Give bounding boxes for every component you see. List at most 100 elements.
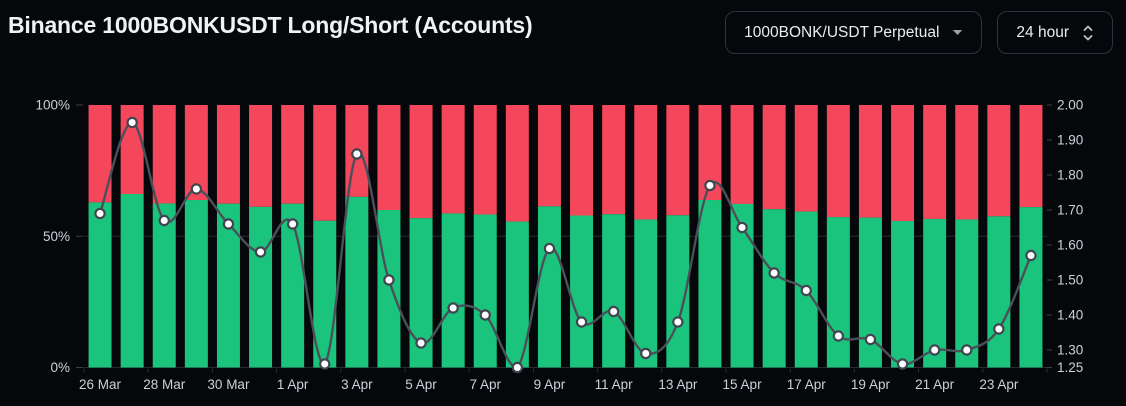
long-bar-segment[interactable] (955, 219, 979, 368)
interval-selector[interactable]: 24 hour (997, 11, 1113, 54)
right-axis-label: 1.40 (1057, 308, 1083, 323)
short-bar-segment[interactable] (88, 105, 112, 203)
long-bar-segment[interactable] (666, 215, 690, 368)
x-axis-label: 7 Apr (469, 377, 501, 392)
ratio-line-marker[interactable] (126, 116, 138, 129)
ratio-line-marker[interactable] (736, 221, 748, 234)
short-bar-segment[interactable] (537, 105, 561, 207)
ratio-line-marker[interactable] (351, 148, 363, 160)
short-bar-segment[interactable] (216, 105, 240, 204)
x-axis-label: 5 Apr (405, 377, 437, 392)
short-bar-segment[interactable] (987, 105, 1011, 217)
ratio-line-marker[interactable] (286, 218, 299, 230)
long-bar-segment[interactable] (120, 193, 144, 368)
ratio-line-marker[interactable] (800, 284, 812, 297)
ratio-line-marker[interactable] (511, 361, 524, 374)
long-bar-segment[interactable] (441, 213, 465, 368)
ratio-line-marker[interactable] (832, 330, 845, 342)
ratio-line-marker[interactable] (607, 305, 620, 318)
ratio-line-marker[interactable] (961, 344, 973, 356)
short-bar-segment[interactable] (923, 105, 947, 219)
short-bar-segment[interactable] (441, 105, 465, 214)
short-bar-segment[interactable] (730, 105, 754, 204)
long-bar-segment[interactable] (473, 214, 497, 368)
short-bar-segment[interactable] (152, 105, 176, 204)
ratio-line-marker[interactable] (864, 333, 877, 346)
pair-selector[interactable]: 1000BONK/USDT Perpetual (725, 11, 983, 54)
right-axis-label: 1.25 (1057, 360, 1083, 375)
long-bar-segment[interactable] (858, 217, 882, 368)
ratio-line-marker[interactable] (993, 323, 1005, 335)
short-bar-segment[interactable] (602, 105, 626, 215)
ratio-line-marker[interactable] (94, 207, 106, 220)
short-bar-segment[interactable] (249, 105, 273, 207)
x-axis-label: 26 Mar (79, 377, 122, 392)
ratio-line-marker[interactable] (254, 246, 267, 258)
x-axis-label: 15 Apr (723, 377, 763, 392)
long-bar-segment[interactable] (826, 217, 850, 368)
long-bar-segment[interactable] (987, 216, 1011, 368)
x-axis-label: 11 Apr (595, 377, 634, 392)
short-bar-segment[interactable] (313, 105, 337, 221)
ratio-line-marker[interactable] (575, 316, 588, 328)
long-bar-segment[interactable] (923, 218, 947, 368)
short-bar-segment[interactable] (666, 105, 690, 216)
short-bar-segment[interactable] (184, 105, 208, 201)
ratio-line-marker[interactable] (543, 242, 556, 255)
short-bar-segment[interactable] (698, 105, 722, 201)
ratio-line-marker[interactable] (640, 347, 652, 360)
long-bar-segment[interactable] (634, 219, 658, 368)
long-bar-segment[interactable] (313, 220, 337, 368)
ratio-line-marker[interactable] (447, 302, 459, 314)
long-bar-segment[interactable] (730, 203, 754, 368)
short-bar-segment[interactable] (762, 105, 786, 210)
short-bar-segment[interactable] (570, 105, 594, 216)
interval-selector-value: 24 hour (1016, 23, 1069, 41)
right-axis-label: 1.80 (1057, 168, 1083, 183)
short-bar-segment[interactable] (473, 105, 497, 215)
short-bar-segment[interactable] (409, 105, 433, 219)
ratio-line-marker[interactable] (672, 316, 684, 328)
short-bar-segment[interactable] (281, 105, 305, 204)
long-bar-segment[interactable] (409, 218, 433, 368)
ratio-line-marker[interactable] (319, 358, 331, 370)
long-bar-segment[interactable] (152, 203, 176, 368)
long-bar-segment[interactable] (762, 209, 786, 368)
long-bar-segment[interactable] (377, 210, 401, 368)
short-bar-segment[interactable] (955, 105, 979, 220)
ratio-line-marker[interactable] (479, 309, 491, 321)
short-bar-segment[interactable] (794, 105, 818, 212)
long-bar-segment[interactable] (1019, 207, 1043, 368)
chart-controls: 1000BONK/USDT Perpetual 24 hour (725, 11, 1113, 54)
ratio-line-marker[interactable] (768, 267, 780, 279)
short-bar-segment[interactable] (891, 105, 915, 222)
long-bar-segment[interactable] (249, 206, 273, 368)
long-bar-segment[interactable] (698, 200, 722, 368)
short-bar-segment[interactable] (1019, 105, 1043, 208)
ratio-line-marker[interactable] (383, 274, 395, 286)
long-bar-segment[interactable] (184, 200, 208, 368)
ratio-line-marker[interactable] (896, 358, 909, 370)
ratio-line-marker[interactable] (1025, 249, 1037, 262)
long-bar-segment[interactable] (891, 221, 915, 368)
long-bar-segment[interactable] (216, 203, 240, 368)
ratio-line-marker[interactable] (928, 344, 941, 356)
short-bar-segment[interactable] (826, 105, 850, 218)
ratio-line-marker[interactable] (158, 214, 170, 227)
long-bar-segment[interactable] (88, 202, 112, 368)
long-bar-segment[interactable] (602, 214, 626, 368)
long-bar-segment[interactable] (570, 215, 594, 368)
x-axis-label: 28 Mar (143, 377, 186, 392)
short-bar-segment[interactable] (505, 105, 529, 222)
short-bar-segment[interactable] (377, 105, 401, 210)
ratio-line-marker[interactable] (415, 337, 427, 349)
short-bar-segment[interactable] (858, 105, 882, 218)
long-bar-segment[interactable] (345, 196, 369, 368)
ratio-line-marker[interactable] (222, 218, 235, 230)
long-bar-segment[interactable] (505, 221, 529, 368)
long-bar-segment[interactable] (537, 206, 561, 368)
ratio-line-marker[interactable] (704, 179, 716, 192)
short-bar-segment[interactable] (634, 105, 658, 220)
ratio-line-marker[interactable] (190, 183, 203, 195)
